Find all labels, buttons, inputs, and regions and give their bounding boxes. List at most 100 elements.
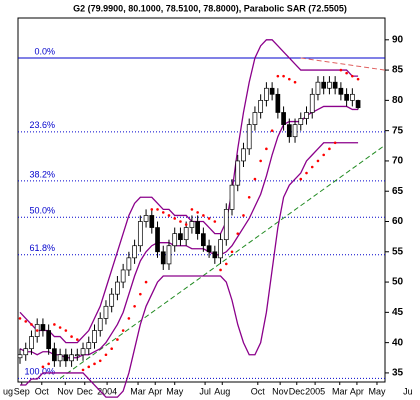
sar-dot [24,320,28,323]
sar-dot [104,353,108,357]
candle-body [292,124,298,138]
candle-body [349,93,355,101]
candle-body [201,233,206,247]
candle-body [29,336,34,350]
sar-dot [150,208,154,211]
candle-body [74,354,80,357]
x-tick-label: Aug [214,386,230,396]
sar-dot [276,74,280,78]
candle-body [109,293,115,307]
candle-body [40,324,46,331]
candle-body [97,318,103,331]
candle-body [321,81,327,89]
sar-dot [18,317,22,320]
sar-dot [299,177,303,181]
sar-dot [196,211,199,214]
candle-body [304,112,309,119]
candle-body [298,118,304,125]
sar-dot [259,159,262,163]
sar-dot [47,362,50,366]
candle-body [338,87,344,95]
y-tick-label: 50 [392,277,404,288]
sar-dot [305,171,308,175]
candle-body [218,239,223,259]
band-line [20,142,359,398]
candle-body [189,221,195,228]
fib-label: 23.6% [29,120,55,130]
candle-body [69,354,74,362]
y-tick-label: 90 [392,34,404,45]
candle-body [252,112,258,125]
x-tick-label: Jul [199,386,211,396]
y-tick-label: 60 [392,216,404,227]
x-tick-label: May [166,386,184,396]
candle-body [315,81,321,95]
sar-dot [207,217,211,220]
sar-dot [242,214,245,217]
candle-body [246,124,252,150]
trendline [300,57,386,71]
sar-dot [35,329,39,332]
sar-dot [98,359,102,363]
y-tick-label: 55 [392,246,404,257]
candle-body [92,330,97,343]
candle-body [275,93,281,113]
candle-body [258,100,264,113]
sar-dot [184,223,188,226]
candle-body [327,81,332,89]
candle-body [115,281,120,295]
sar-dot [76,338,79,341]
candle-body [229,184,235,210]
y-tick-label: 65 [392,186,404,197]
candle-body [178,233,183,241]
x-tick-label: Sep [14,386,30,396]
candle-body [86,342,92,350]
candle-body [183,227,189,241]
candle-body [132,245,137,259]
fib-label: 38.2% [29,169,55,179]
candle-body [160,251,166,265]
sar-dot [110,347,113,350]
sar-dot [322,153,325,157]
candle-body [281,112,286,125]
sar-dot [310,165,314,169]
sar-dot [253,177,257,181]
sar-dot [202,214,205,217]
x-tick-label: Dec [289,386,306,396]
sar-dot [30,323,33,326]
sar-dot [53,323,56,326]
candle-body [143,215,149,222]
candle-body [223,209,229,241]
sar-dot [81,368,85,372]
candle-body [80,348,86,356]
sar-dot [190,208,194,211]
y-tick-label: 45 [392,307,404,318]
candle-body [103,305,109,319]
candle-body [57,354,63,362]
sar-dot [93,362,96,366]
candle-body [63,354,69,362]
fib-label: 50.0% [29,206,55,216]
sar-dot [161,211,165,214]
y-tick-label: 85 [392,65,404,76]
x-tick-label: Dec [77,386,94,396]
chart-title: G2 (79.9900, 80.1000, 78.5100, 78.8000),… [73,3,347,13]
x-tick-label: Mar [130,386,146,396]
sar-dot [356,77,360,81]
candle-body [241,148,246,162]
trendline [59,144,386,379]
plot-frame [17,17,386,383]
sar-dot [173,217,177,220]
candle-body [332,81,338,89]
y-tick-label: 75 [392,125,404,136]
candle-body [286,124,292,138]
sar-dot [179,220,182,223]
y-tick-label: 70 [392,156,404,167]
candle-body [149,215,155,228]
sar-dot [328,147,331,151]
x-tick-label: May [368,386,386,396]
candle-body [17,354,23,359]
x-tick-label: Mar [332,386,348,396]
sar-dot [345,71,348,75]
x-tick-label: 2004 [97,386,117,396]
